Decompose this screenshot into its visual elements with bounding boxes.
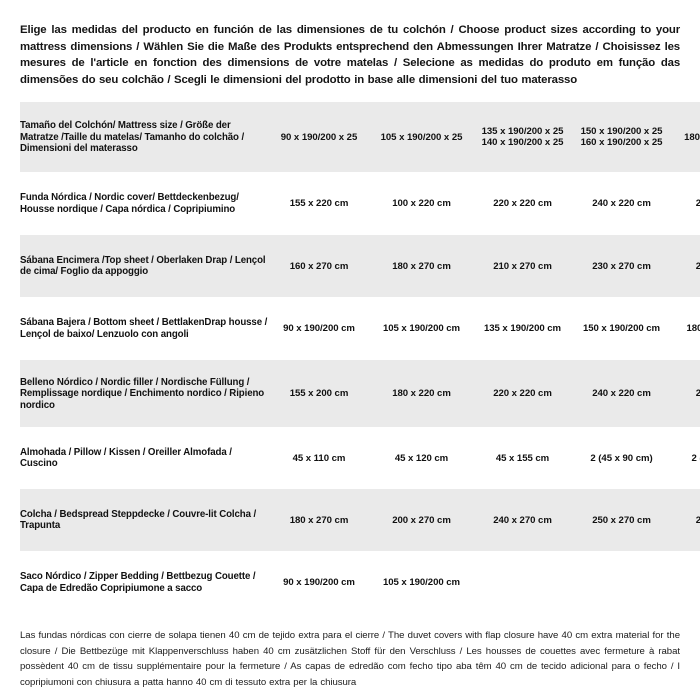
row-label: Sábana Encimera /Top sheet / Oberlaken D… <box>20 254 266 278</box>
row-value: 150 x 190/200 cm <box>582 323 661 335</box>
row-value: 210 x 270 cm <box>493 260 552 272</box>
row-value: 90 x 190/200 cm <box>283 577 355 589</box>
row-value: 270 x 270 cm <box>695 514 700 526</box>
row-label: Funda Nórdica / Nordic cover/ Bettdecken… <box>20 192 239 215</box>
footnote-paragraph: Las fundas nórdicas con cierre de solapa… <box>20 630 680 688</box>
row-value: 90 x 190/200 cm <box>283 323 355 335</box>
header-col-3-line-1: 135 x 190/200 x 25 <box>481 125 564 137</box>
row-value: 180 x 220 cm <box>392 388 451 400</box>
table-row: Saco Nórdico / Zipper Bedding / Bettbezu… <box>20 551 700 615</box>
row-value <box>572 551 671 614</box>
row-value: 2 (45 x 110 cm) <box>691 452 700 464</box>
row-label: Belleno Nórdico / Nordic filler / Nordis… <box>20 376 265 411</box>
table-row: Colcha / Bedspread Steppdecke / Couvre-l… <box>20 489 700 552</box>
row-value: 250 x 270 cm <box>592 514 651 526</box>
row-value: 105 x 190/200 cm <box>382 577 461 589</box>
table-header-row: Tamaño del Colchón/ Mattress size / Größ… <box>20 102 700 173</box>
row-value: 45 x 155 cm <box>495 452 550 464</box>
row-label: Sábana Bajera / Bottom sheet / Bettlaken… <box>20 317 268 340</box>
table-body: Tamaño del Colchón/ Mattress size / Größ… <box>20 102 700 615</box>
row-label: Colcha / Bedspread Steppdecke / Couvre-l… <box>20 508 257 532</box>
header-col-4: 150 x 190/200 x 25 160 x 190/200 x 25 <box>572 102 671 172</box>
row-value: 260 x 220 cm <box>695 388 700 400</box>
header-label-cell: Tamaño del Colchón/ Mattress size / Größ… <box>20 120 245 155</box>
header-col-4-line-1: 150 x 190/200 x 25 <box>580 125 663 137</box>
row-value: 260 x 220 cm <box>695 198 700 210</box>
header-col-2: 105 x 190/200 x 25 <box>380 131 463 143</box>
intro-paragraph: Elige las medidas del producto en funció… <box>20 24 680 86</box>
row-value: 200 x 270 cm <box>392 514 451 526</box>
header-col-3: 135 x 190/200 x 25 140 x 190/200 x 25 <box>473 102 572 172</box>
row-value: 240 x 220 cm <box>592 388 651 400</box>
row-value: 180 x 270 cm <box>392 260 451 272</box>
row-value: 260 x 270 cm <box>695 260 700 272</box>
table-row: Sábana Encimera /Top sheet / Oberlaken D… <box>20 235 700 298</box>
row-value: 230 x 270 cm <box>592 260 651 272</box>
table-row: Funda Nórdica / Nordic cover/ Bettdecken… <box>20 172 700 236</box>
table-row: Belleno Nórdico / Nordic filler / Nordis… <box>20 360 700 428</box>
row-value <box>671 551 700 614</box>
row-value: 240 x 270 cm <box>493 514 552 526</box>
row-value: 135 x 190/200 cm <box>483 323 562 335</box>
row-value: 180 x 190/200 cm <box>686 323 700 335</box>
row-value: 155 x 200 cm <box>289 388 349 400</box>
row-label: Almohada / Pillow / Kissen / Oreiller Al… <box>20 446 232 470</box>
row-value: 45 x 120 cm <box>394 452 449 464</box>
row-value: 180 x 270 cm <box>289 514 349 526</box>
mattress-size-table: Tamaño del Colchón/ Mattress size / Größ… <box>20 102 700 615</box>
table-row: Almohada / Pillow / Kissen / Oreiller Al… <box>20 427 700 490</box>
header-col-4-line-2: 160 x 190/200 x 25 <box>580 137 663 149</box>
table-row: Sábana Bajera / Bottom sheet / Bettlaken… <box>20 297 700 361</box>
row-value: 45 x 110 cm <box>292 452 346 464</box>
header-col-1: 90 x 190/200 x 25 <box>280 131 358 143</box>
header-col-3-line-2: 140 x 190/200 x 25 <box>481 137 564 149</box>
row-label: Saco Nórdico / Zipper Bedding / Bettbezu… <box>20 571 256 594</box>
row-value <box>473 551 572 614</box>
row-value: 100 x 220 cm <box>392 198 451 210</box>
header-col-5: 180 x 190/200 x 25 <box>684 131 700 143</box>
row-value: 240 x 220 cm <box>592 198 651 210</box>
row-value: 160 x 270 cm <box>289 260 349 272</box>
row-value: 2 (45 x 90 cm) <box>590 452 653 464</box>
row-value: 220 x 220 cm <box>493 198 552 210</box>
row-value: 220 x 220 cm <box>493 388 552 400</box>
row-value: 155 x 220 cm <box>289 198 349 210</box>
row-value: 105 x 190/200 cm <box>382 323 461 335</box>
